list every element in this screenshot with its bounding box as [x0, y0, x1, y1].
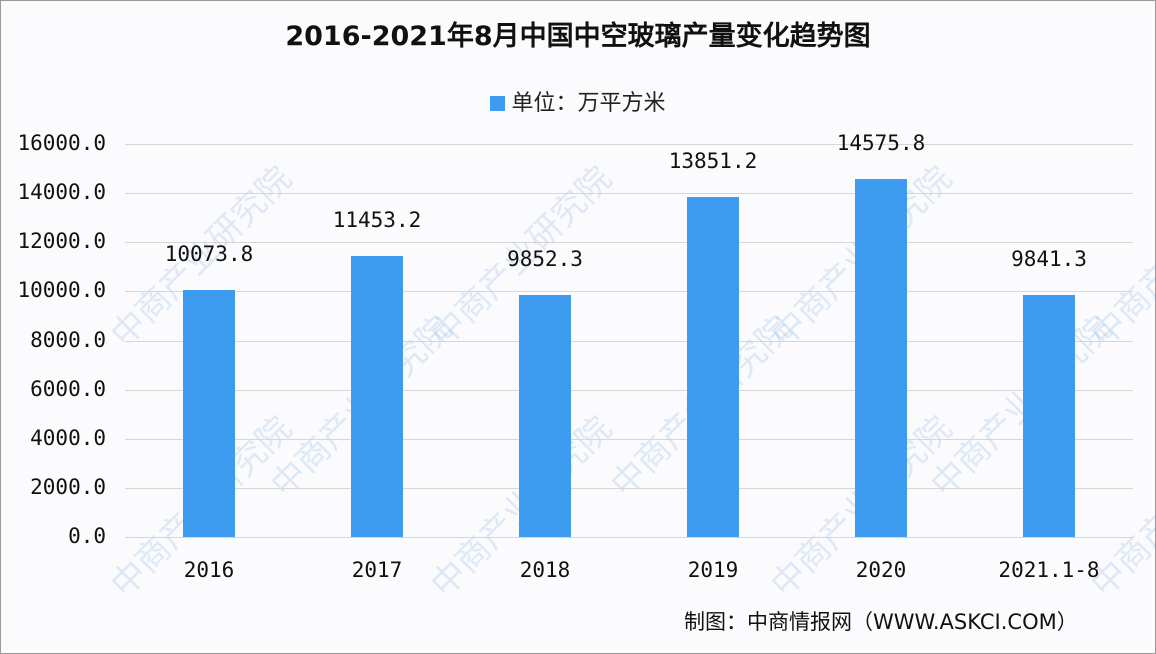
- y-tick-label: 6000.0: [30, 377, 106, 401]
- gridline: [125, 144, 1133, 145]
- legend-label: 单位：万平方米: [511, 91, 666, 116]
- gridline: [125, 488, 1133, 489]
- y-tick-label: 14000.0: [17, 180, 106, 204]
- gridline: [125, 341, 1133, 342]
- bar-2021.1-8: [1023, 295, 1075, 537]
- y-tick-label: 10000.0: [17, 278, 106, 302]
- chart-title: 2016-2021年8月中国中空玻璃产量变化趋势图: [285, 21, 871, 52]
- y-tick-label: 8000.0: [30, 328, 106, 352]
- x-tick-label: 2017: [351, 558, 403, 582]
- value-label: 14575.8: [836, 131, 926, 155]
- value-label: 13851.2: [668, 149, 758, 173]
- gridline: [125, 390, 1133, 391]
- gridline: [125, 291, 1133, 292]
- value-label: 9841.3: [1011, 247, 1087, 271]
- y-tick-label: 4000.0: [30, 426, 106, 450]
- x-tick-label: 2019: [687, 558, 739, 582]
- value-label: 9852.3: [507, 247, 583, 271]
- gridline: [125, 193, 1133, 194]
- bar-2018: [519, 295, 571, 537]
- x-tick-label: 2016: [183, 558, 235, 582]
- bar-2019: [687, 197, 739, 537]
- y-tick-label: 12000.0: [17, 229, 106, 253]
- x-tick-label: 2021.1-8: [998, 558, 1100, 582]
- y-tick-label: 0.0: [68, 524, 106, 548]
- bar-2020: [855, 179, 907, 537]
- bar-2016: [183, 290, 235, 537]
- legend-swatch-icon: [490, 96, 506, 111]
- gridline: [125, 537, 1133, 538]
- bar-2017: [351, 256, 403, 537]
- value-label: 11453.2: [332, 208, 422, 232]
- x-tick-label: 2018: [519, 558, 571, 582]
- legend: 单位：万平方米: [0, 85, 1156, 117]
- x-tick-label: 2020: [855, 558, 907, 582]
- value-label: 10073.8: [164, 242, 254, 266]
- y-tick-label: 16000.0: [17, 131, 106, 155]
- gridline: [125, 242, 1133, 243]
- source-credit: 制图：中商情报网（WWW.ASKCI.COM）: [684, 610, 1078, 634]
- gridline: [125, 439, 1133, 440]
- y-tick-label: 2000.0: [30, 475, 106, 499]
